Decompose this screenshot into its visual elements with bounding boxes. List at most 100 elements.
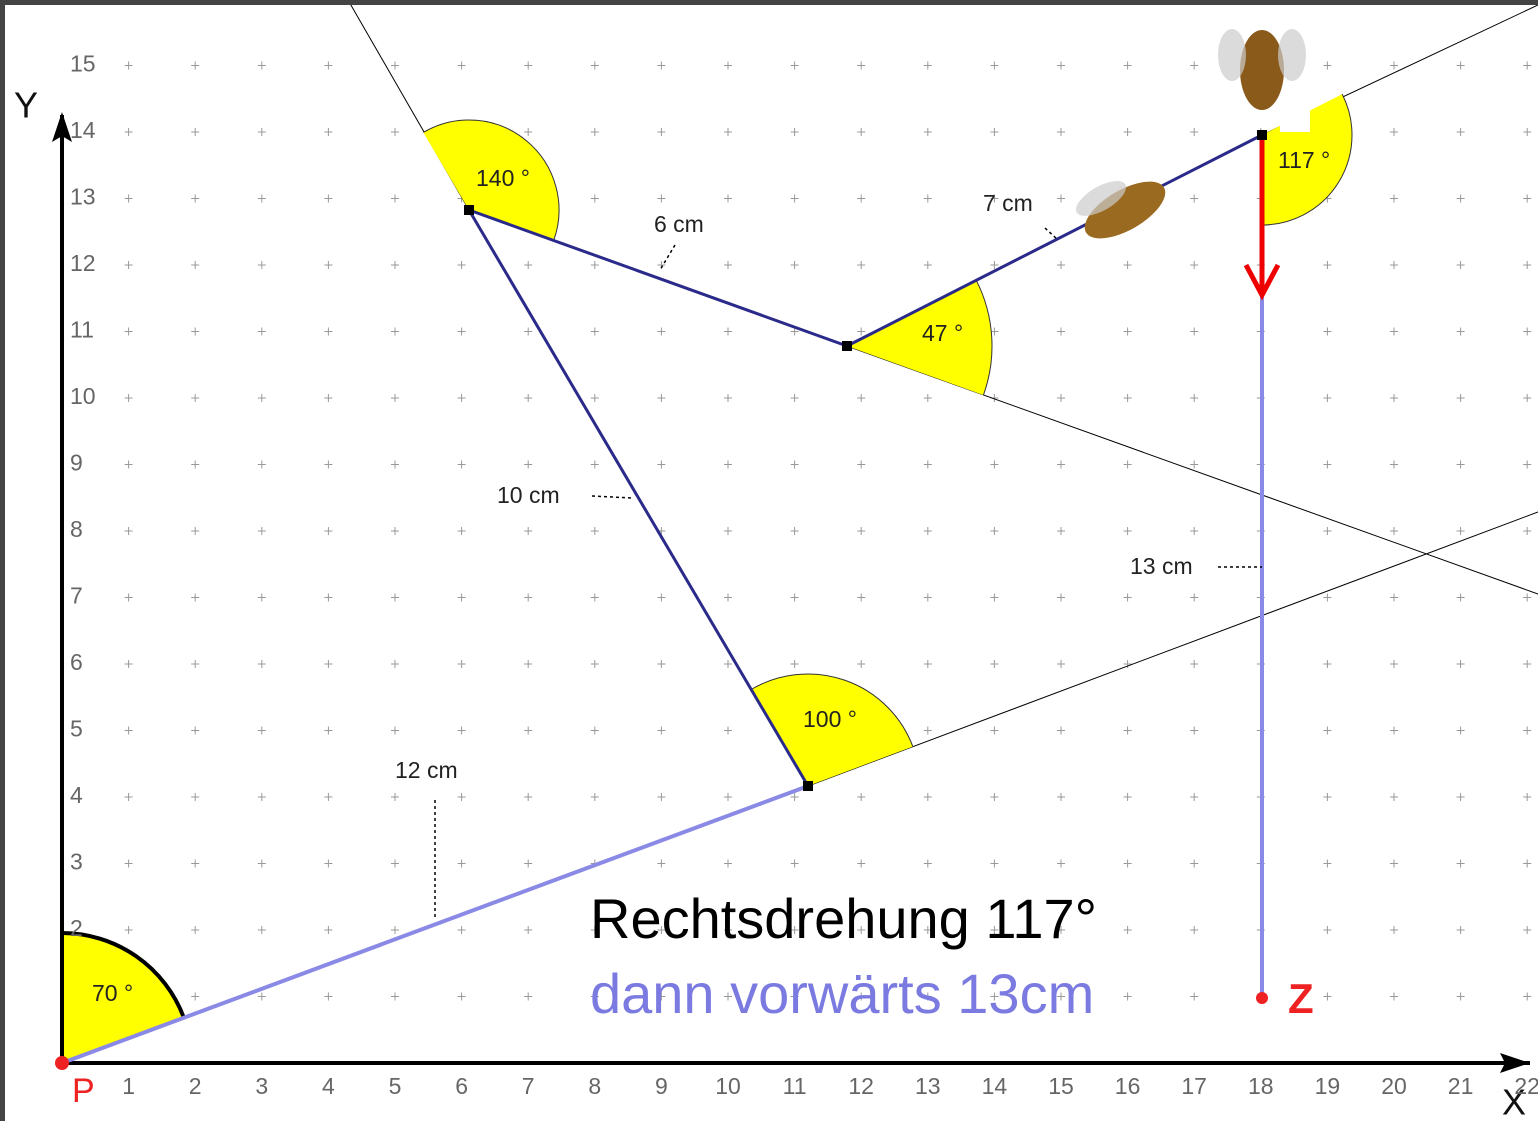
grid-cross (1057, 527, 1065, 535)
y-tick-label: 11 (70, 317, 94, 343)
grid-cross (790, 793, 799, 801)
grid-cross (857, 793, 866, 801)
grid-cross (1190, 793, 1199, 801)
grid-cross (524, 859, 533, 868)
grid-cross (257, 261, 266, 269)
grid-cross (524, 527, 533, 535)
grid-cross (1190, 327, 1199, 336)
grid-cross (524, 61, 533, 70)
grid-cross (191, 859, 200, 868)
y-arrow (52, 112, 72, 142)
grid-cross (124, 261, 133, 269)
grid-cross (1057, 660, 1065, 668)
grid-cross (790, 194, 799, 203)
x-tick-label: 8 (588, 1073, 601, 1099)
grid-cross (1123, 593, 1132, 602)
grid-cross (1323, 660, 1332, 668)
grid-cross (724, 926, 732, 934)
grid-cross (1456, 859, 1465, 868)
y-tick-label: 13 (70, 184, 96, 210)
grid-cross (1390, 926, 1398, 934)
grid-cross (1456, 926, 1465, 934)
grid-cross (657, 128, 666, 136)
grid-cross (990, 128, 999, 136)
grid-cross (790, 992, 799, 1001)
grid-cross (1057, 926, 1065, 934)
grid-cross (1190, 660, 1199, 668)
grid-cross (1123, 926, 1132, 934)
grid-cross (857, 660, 866, 668)
vertex (464, 205, 474, 215)
grid-cross (457, 527, 466, 535)
grid-cross (1390, 793, 1398, 801)
y-tick-label: 5 (70, 716, 83, 742)
vertex (1257, 130, 1267, 140)
grid-cross (724, 61, 732, 70)
grid-cross (1523, 527, 1532, 535)
grid-cross (457, 460, 466, 469)
grid-cross (391, 527, 399, 535)
grid-cross (324, 859, 333, 868)
grid-cross (324, 593, 333, 602)
grid-cross (657, 327, 666, 336)
grid-cross (790, 460, 799, 469)
grid-cross (1523, 460, 1532, 469)
bee (1218, 29, 1306, 110)
grid-cross (590, 726, 599, 735)
grid-cross (191, 261, 200, 269)
grid-cross (1123, 128, 1132, 136)
grid-cross (1523, 327, 1532, 336)
grid-cross (1323, 327, 1332, 336)
grid-cross (457, 859, 466, 868)
grid-cross (1390, 261, 1398, 269)
y-tick-label: 15 (70, 51, 96, 77)
grid-cross (457, 327, 466, 336)
grid-cross (257, 859, 266, 868)
grid-cross (1323, 726, 1332, 735)
grid-cross (857, 593, 866, 602)
grid-cross (457, 992, 466, 1001)
grid-cross (124, 61, 133, 70)
angle-label: 117 ° (1278, 147, 1330, 173)
grid-cross (124, 194, 133, 203)
grid-cross (324, 793, 333, 801)
grid-cross (324, 394, 333, 402)
grid-cross (1123, 726, 1132, 735)
x-tick-label: 19 (1315, 1073, 1341, 1099)
grid-cross (324, 61, 333, 70)
grid-cross (857, 394, 866, 402)
angle-sector (423, 120, 559, 241)
grid-cross (1523, 261, 1532, 269)
grid-cross (524, 726, 533, 735)
grid-cross (990, 926, 999, 934)
grid-cross (124, 593, 133, 602)
leader (591, 495, 633, 499)
grid-cross (1323, 593, 1332, 602)
grid-cross (724, 460, 732, 469)
x-tick-label: 2 (189, 1073, 202, 1099)
grid-cross (1323, 992, 1332, 1001)
angle-label: 70 ° (92, 980, 133, 1006)
grid-cross (257, 327, 266, 336)
segment (61, 784, 809, 1065)
grid-cross (191, 726, 200, 735)
x-tick-label: 7 (522, 1073, 535, 1099)
grid-cross (1323, 926, 1332, 934)
length-label: 13 cm (1130, 553, 1193, 579)
grid-cross (923, 261, 932, 269)
grid-cross (1190, 61, 1199, 70)
grid-cross (324, 128, 333, 136)
grid-cross (990, 261, 999, 269)
grid-cross (1190, 726, 1199, 735)
grid-cross (923, 128, 932, 136)
grid-cross (1123, 527, 1132, 535)
grid-cross (857, 527, 866, 535)
angle-arc (423, 119, 560, 241)
grid-cross (1390, 194, 1398, 203)
grid-cross (1057, 593, 1065, 602)
grid-cross (124, 660, 133, 668)
grid-cross (257, 527, 266, 535)
grid-cross (391, 593, 399, 602)
grid-cross (457, 793, 466, 801)
